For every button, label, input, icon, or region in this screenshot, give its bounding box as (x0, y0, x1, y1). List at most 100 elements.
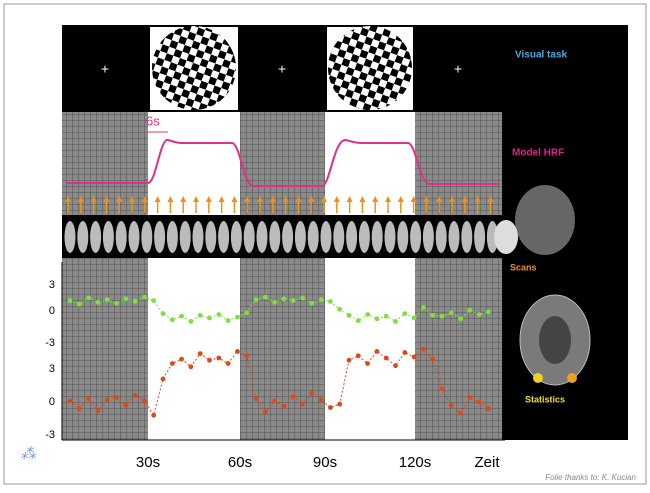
scan (141, 221, 152, 253)
time-label: 120s (399, 454, 432, 471)
signal-point (105, 397, 110, 402)
signal-point (300, 402, 305, 407)
scan (167, 221, 178, 253)
signal-point (123, 296, 128, 301)
signal-point (486, 406, 491, 411)
signal-point (365, 361, 370, 366)
signal-point (198, 351, 203, 356)
signal-point (486, 309, 491, 314)
signal-point (226, 318, 231, 323)
signal-point (337, 402, 342, 407)
scan (321, 221, 332, 253)
signal-point (207, 358, 212, 363)
scan (436, 221, 447, 253)
signal-point (458, 316, 463, 321)
scan (193, 221, 204, 253)
signal-point (123, 403, 128, 408)
signal-point (402, 350, 407, 355)
scan (308, 221, 319, 253)
signal-point (179, 314, 184, 319)
signal-point (282, 296, 287, 301)
signal-point (68, 399, 73, 404)
signal-point (356, 353, 361, 358)
scan (257, 221, 268, 253)
tick-label: 0 (49, 305, 55, 317)
signal-point (412, 355, 417, 360)
signal-point (96, 300, 101, 305)
delay-label: 6s (146, 113, 160, 128)
signal-point (347, 358, 352, 363)
signal-point (291, 394, 296, 399)
signal-point (170, 317, 175, 322)
signal-point (430, 357, 435, 362)
label-statistics: Statistics (525, 394, 565, 404)
signal-point (449, 403, 454, 408)
signal-point (198, 313, 203, 318)
signal-point (142, 399, 147, 404)
signal-point (68, 298, 73, 303)
scan (129, 221, 140, 253)
scan (244, 221, 255, 253)
slide: + + + Visual task Model HRF Scans Statis… (0, 0, 650, 488)
signal-point (272, 300, 277, 305)
signal-point (133, 299, 138, 304)
signal-point (328, 299, 333, 304)
signal-point (114, 301, 119, 306)
scan (90, 221, 101, 253)
scan (449, 221, 460, 253)
signal-point (449, 310, 454, 315)
signal-point (86, 396, 91, 401)
signal-point (170, 361, 175, 366)
scan (333, 221, 344, 253)
checkerboard (152, 26, 236, 110)
signal-point (458, 411, 463, 416)
signal-point (77, 406, 82, 411)
checkerboard (328, 26, 412, 110)
scan (474, 221, 485, 253)
signal-point (151, 413, 156, 418)
signal-point (356, 318, 361, 323)
signal-point (226, 361, 231, 366)
scan (372, 221, 383, 253)
rest-block (62, 112, 148, 440)
signal-point (263, 295, 268, 300)
time-label: Zeit (474, 454, 500, 471)
signal-point (309, 301, 314, 306)
signal-point (77, 302, 82, 307)
signal-point (263, 410, 268, 415)
signal-point (300, 296, 305, 301)
scan (154, 221, 165, 253)
label-model-hrf: Model HRF (512, 148, 564, 159)
tick-label: 3 (49, 363, 55, 375)
time-label: 30s (136, 454, 160, 471)
scan (218, 221, 229, 253)
signal-point (477, 312, 482, 317)
scan (295, 221, 306, 253)
signal-point (468, 395, 473, 400)
signal-point (161, 311, 166, 316)
signal-point (421, 347, 426, 352)
signal-point (375, 349, 380, 354)
signal-point (86, 296, 91, 301)
signal-point (440, 386, 445, 391)
credit: Folie thanks to: K. Kucian (545, 473, 636, 482)
signal-point (189, 319, 194, 324)
signal-point (365, 312, 370, 317)
signal-point (179, 357, 184, 362)
signal-point (477, 400, 482, 405)
signal-point (272, 399, 277, 404)
signal-point (319, 297, 324, 302)
fixation: + (278, 61, 286, 77)
scan (410, 221, 421, 253)
brain-scan (515, 185, 575, 255)
scan (231, 221, 242, 253)
signal-point (412, 316, 417, 321)
scan (77, 221, 88, 253)
signal-point (254, 396, 259, 401)
scan (282, 221, 293, 253)
tick-label: 3 (49, 279, 55, 291)
logo: ⁂ (20, 445, 37, 463)
label-scans: Scans (510, 262, 537, 272)
rest-block (415, 112, 502, 440)
scan (359, 221, 370, 253)
